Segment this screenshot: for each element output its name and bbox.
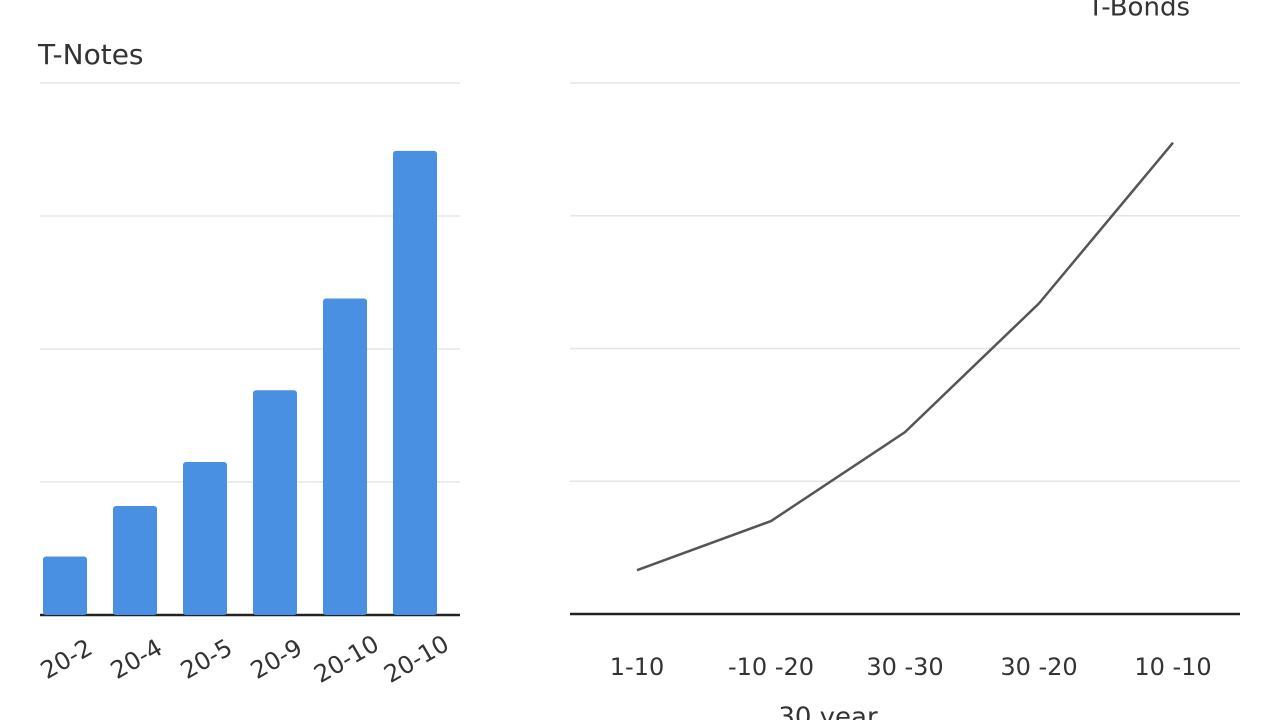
x-tick-label: 20-10 — [309, 630, 383, 689]
x-tick-label: 30 -20 — [1000, 653, 1077, 681]
bar — [183, 462, 227, 615]
x-tick-label: 20-10 — [379, 630, 453, 689]
x-tick-label: 20-4 — [106, 633, 167, 684]
x-tick-label: 30 -30 — [866, 653, 943, 681]
x-tick-label: 20-5 — [176, 633, 237, 684]
x-tick-label: 20-2 — [36, 633, 97, 684]
x-axis-label: 30 year — [778, 703, 878, 720]
line — [636, 141, 1174, 572]
bar — [43, 556, 87, 615]
bar — [393, 150, 437, 615]
x-tick-label: 1-10 — [610, 653, 664, 681]
bar — [253, 390, 297, 615]
x-tick-label: 20-9 — [246, 633, 307, 684]
bar — [113, 505, 157, 615]
x-tick-label: 10 -10 — [1134, 653, 1211, 681]
bar — [323, 298, 367, 615]
chart-title: T-Notes — [37, 38, 144, 71]
x-tick-label: -10 -20 — [728, 653, 814, 681]
chart-title: T-Bonds — [1087, 0, 1190, 23]
